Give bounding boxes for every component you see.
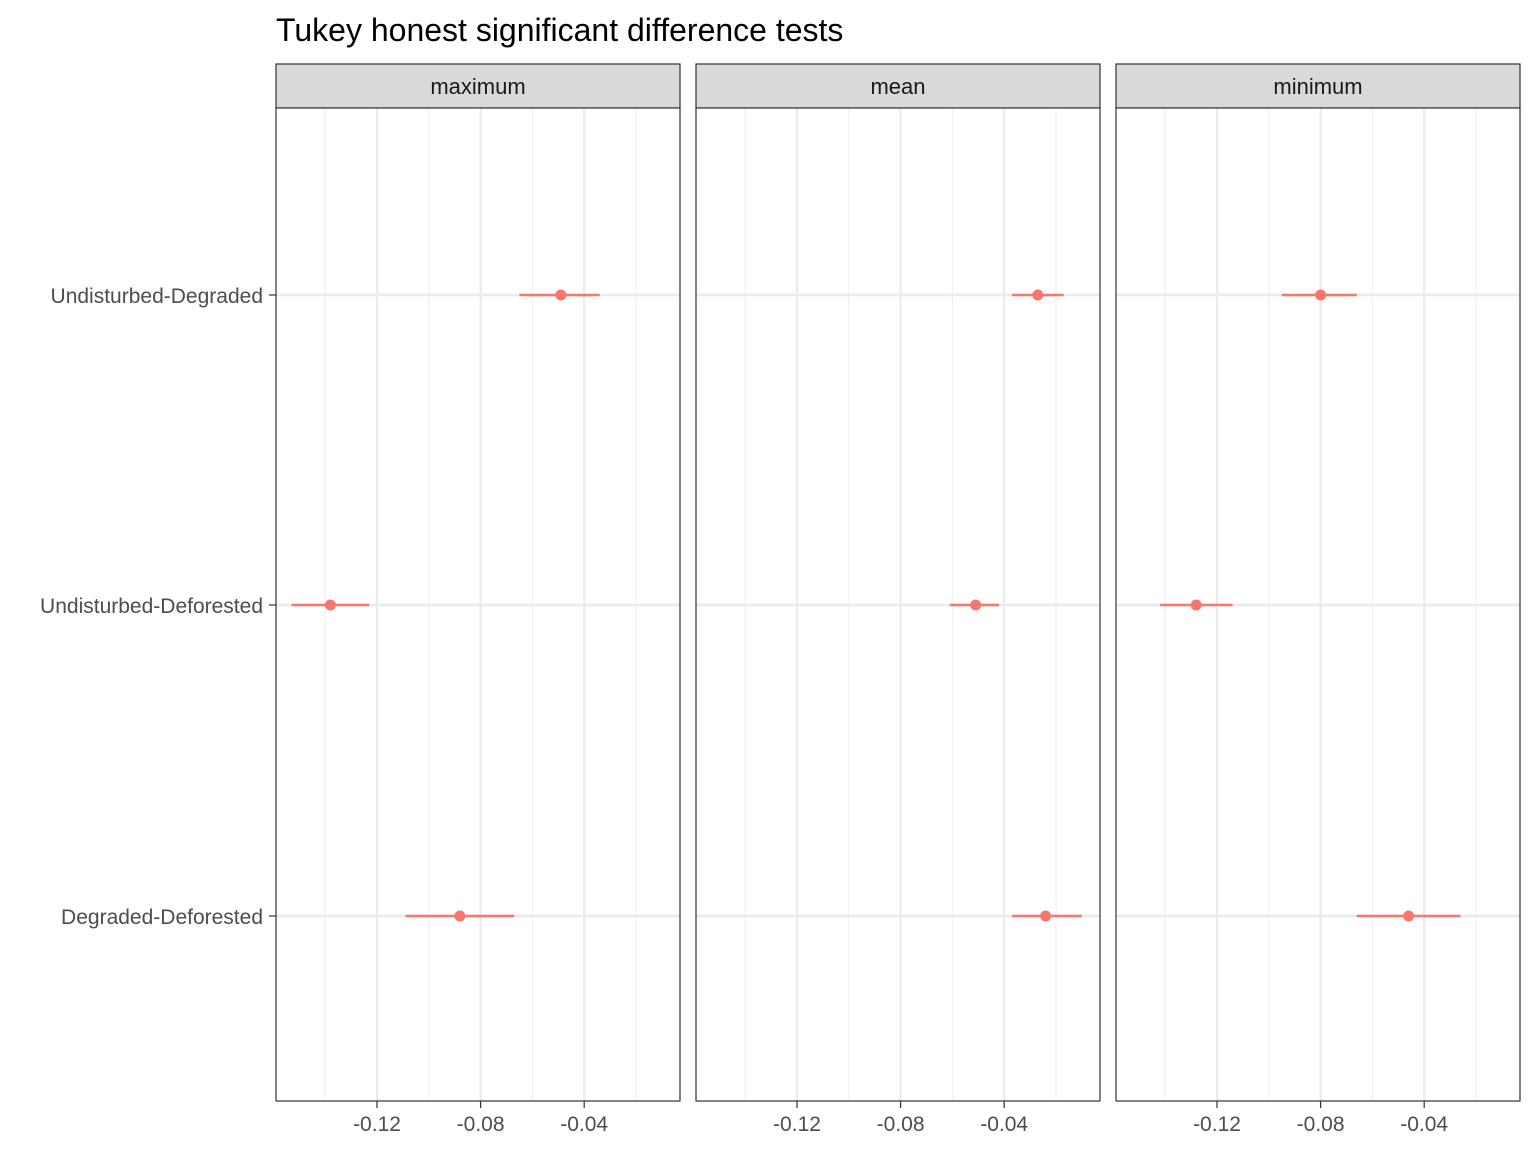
x-tick-label: -0.08 bbox=[457, 1113, 505, 1136]
facet-strip-label: minimum bbox=[1273, 74, 1362, 99]
x-tick-label: -0.12 bbox=[773, 1113, 821, 1136]
facet-panels: maximum -0.12 -0.08 -0.04 mean -0.12 -0.08 -0.0… bbox=[275, 63, 1521, 1136]
estimate-point bbox=[970, 599, 982, 611]
estimate-point bbox=[1032, 289, 1044, 301]
facet-strip-label: maximum bbox=[430, 74, 525, 99]
estimate-point bbox=[454, 910, 466, 922]
estimate-point bbox=[1403, 910, 1415, 922]
x-tick-label: -0.04 bbox=[980, 1113, 1028, 1136]
y-tick-label: Undisturbed-Degraded bbox=[51, 285, 263, 308]
x-tick-label: -0.04 bbox=[1400, 1113, 1448, 1136]
facet-panel-minimum: minimum -0.12 -0.08 -0.04 bbox=[1115, 63, 1521, 1136]
estimate-point bbox=[324, 599, 336, 611]
facet-panel-maximum: maximum -0.12 -0.08 -0.04 bbox=[275, 63, 681, 1136]
facet-panel-mean: mean -0.12 -0.08 -0.04 bbox=[695, 63, 1101, 1136]
x-tick-label: -0.04 bbox=[560, 1113, 608, 1136]
panel-border bbox=[1115, 107, 1521, 1102]
y-axis: Undisturbed-Degraded Undisturbed-Deforest… bbox=[40, 285, 276, 929]
estimate-point bbox=[1315, 289, 1327, 301]
chart-title: Tukey honest significant difference test… bbox=[276, 12, 843, 48]
x-tick-label: -0.08 bbox=[1297, 1113, 1345, 1136]
estimate-point bbox=[555, 289, 567, 301]
x-tick-label: -0.12 bbox=[1193, 1113, 1241, 1136]
panel-border bbox=[695, 107, 1101, 1102]
estimate-point bbox=[1190, 599, 1202, 611]
y-tick-label: Undisturbed-Deforested bbox=[40, 595, 263, 618]
x-tick-label: -0.12 bbox=[353, 1113, 401, 1136]
x-tick-label: -0.08 bbox=[877, 1113, 925, 1136]
estimate-point bbox=[1040, 910, 1052, 922]
facet-strip-label: mean bbox=[870, 74, 925, 99]
facet-strip bbox=[1115, 63, 1521, 109]
facet-strip bbox=[275, 63, 681, 109]
y-tick-label: Degraded-Deforested bbox=[61, 906, 263, 929]
